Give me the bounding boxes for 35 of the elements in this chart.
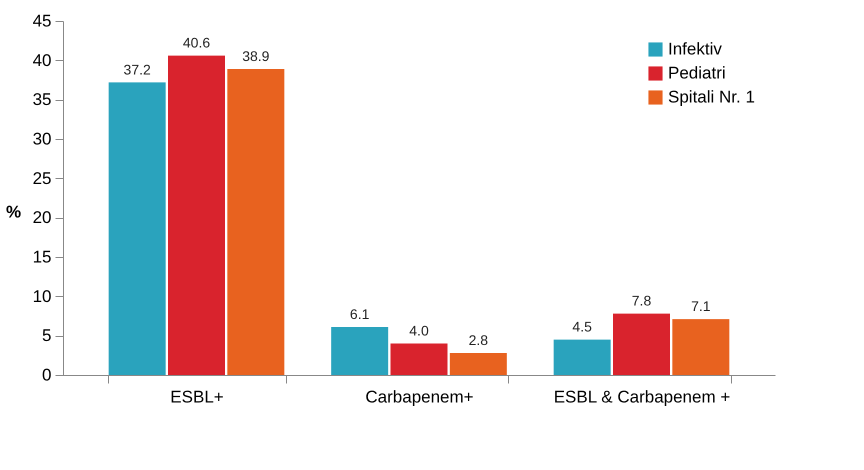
bar [331,327,388,375]
bar [108,82,166,375]
data-label: 4.5 [572,318,592,335]
bar [554,340,611,375]
y-tick-label: 40 [32,50,52,70]
legend-label: Pediatri [668,64,726,82]
y-tick-label: 30 [32,130,52,148]
data-label: 2.8 [468,332,488,348]
bar [168,56,225,375]
y-tick-label: 25 [32,168,52,188]
bar [672,319,730,375]
data-label: 7.8 [632,292,652,309]
y-tick-label: 10 [32,286,52,306]
x-tick-label: ESBL+ [170,388,224,406]
data-label: 40.6 [182,34,210,51]
y-tick-label: 45 [32,12,52,30]
y-tick-label: 35 [32,90,52,110]
bar [450,352,507,375]
data-label: 4.0 [409,322,429,339]
data-label: 6.1 [350,306,370,322]
legend-label: Spitali Nr. 1 [668,88,755,106]
bar [390,344,448,375]
bar [227,68,284,375]
y-tick-label: 20 [32,208,52,228]
data-label: 37.2 [124,61,152,78]
data-label: 38.9 [242,48,270,64]
bar [613,314,670,375]
y-tick-label: 0 [42,366,52,384]
legend-label: Infektiv [668,40,722,58]
y-tick-label: 5 [42,326,52,346]
x-tick-label: Carbapenem+ [365,388,474,406]
data-label: 7.1 [691,298,711,314]
x-tick-label: ESBL & Carbapenem + [554,388,730,406]
y-axis-title: % [6,202,22,222]
y-tick-label: 15 [32,248,52,266]
